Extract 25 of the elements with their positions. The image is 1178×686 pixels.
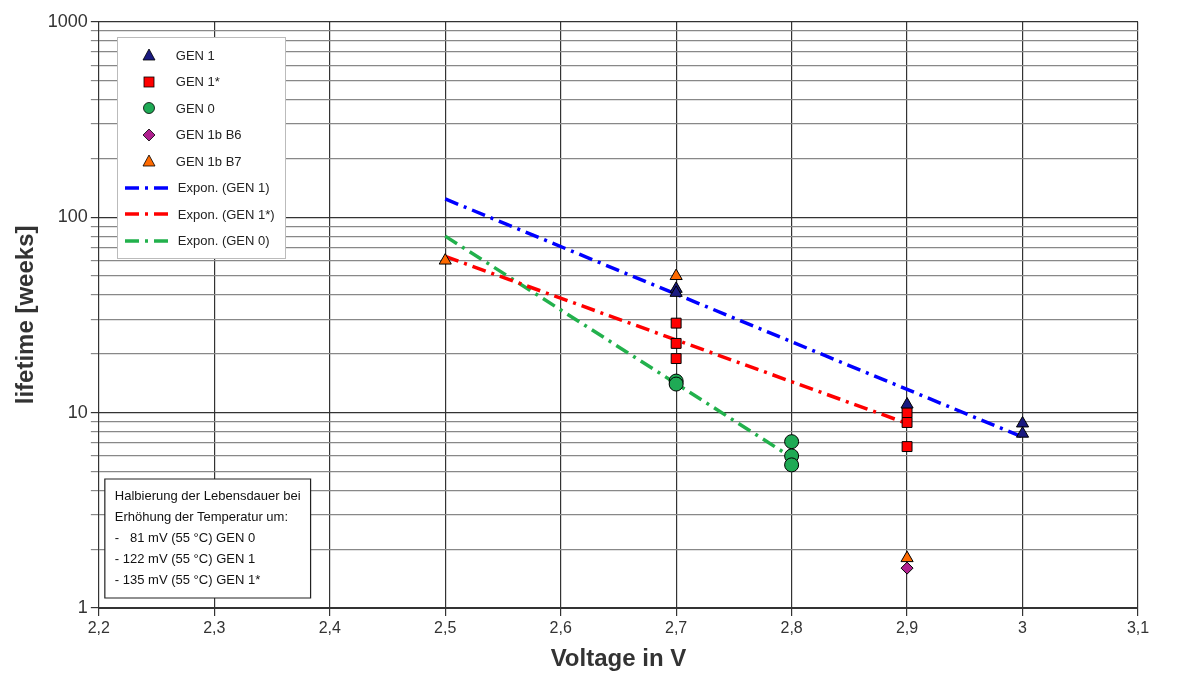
x-tick-label: 2,8 [780, 619, 803, 637]
legend-label: Expon. (GEN 0) [177, 233, 270, 249]
y-tick-label: 1 [77, 596, 88, 617]
x-axis-title: Voltage in V [550, 644, 687, 672]
y-tick-label: 100 [57, 206, 88, 227]
legend-label: Expon. (GEN 1) [177, 180, 270, 196]
y-axis-title: lifetime [weeks] [11, 225, 39, 405]
x-tick-label: 2,9 [895, 619, 919, 637]
y-tick-label: 10 [67, 401, 88, 422]
x-tick-label: 3 [1018, 619, 1028, 637]
x-tick-label: 2,3 [203, 619, 226, 637]
y-tick-label: 1000 [47, 10, 88, 31]
legend-label: GEN 1* [175, 74, 220, 90]
annotation: Halbierung der Lebensdauer bei Erhöhung der Temperatur um: - 81 mV (55 °C) GEN 0 - 122 mV (55 °C) GEN 1 - 135 mV (55 °C) GEN 1* [114, 487, 301, 587]
x-tick-label: 3,1 [1126, 619, 1150, 637]
legend-label: Expon. (GEN 1*) [177, 206, 275, 222]
x-tick-label: 2,7 [665, 619, 688, 637]
x-tick-label: 2,2 [87, 619, 111, 637]
legend-label: GEN 1 [175, 47, 215, 63]
legend-label: GEN 0 [175, 100, 215, 116]
x-tick-label: 2,5 [434, 619, 457, 637]
x-tick-label: 2,6 [549, 619, 572, 637]
legend-label: GEN 1b B6 [175, 127, 242, 143]
legend-label: GEN 1b B7 [175, 153, 242, 169]
x-tick-label: 2,4 [318, 619, 341, 637]
